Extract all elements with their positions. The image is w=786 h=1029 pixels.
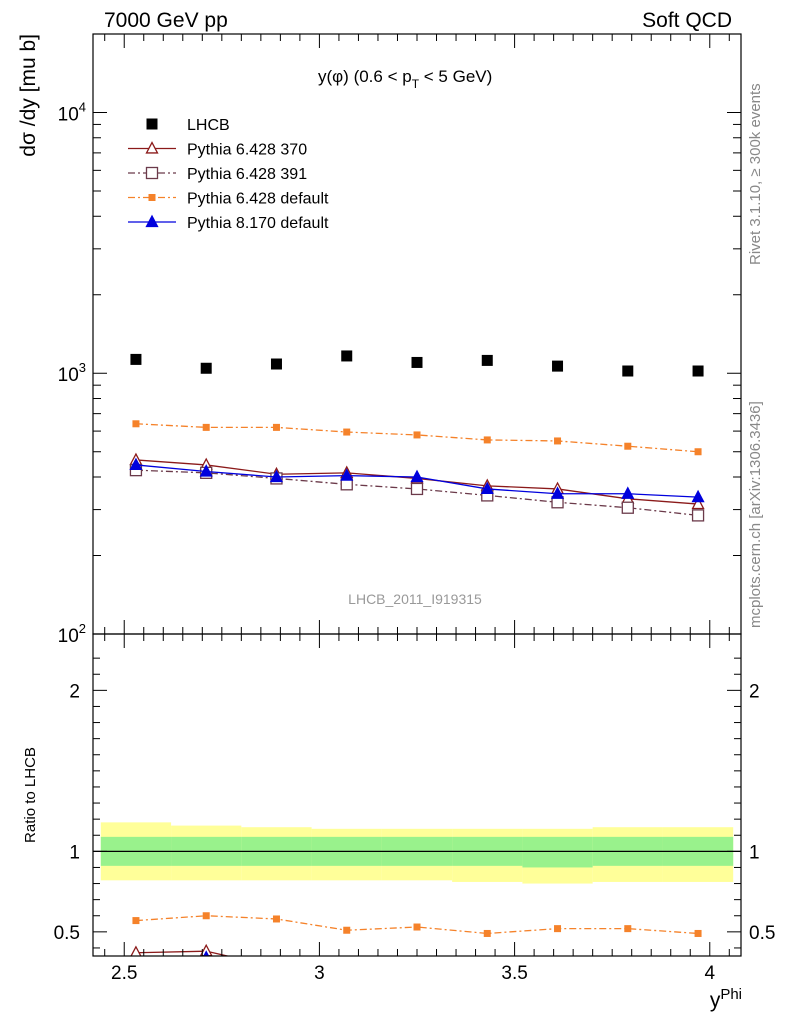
plot-title-end: < 5 GeV) [419,67,492,86]
data-point [621,486,635,499]
data-point [199,464,213,477]
data-point [132,420,140,428]
legend-entry: Pythia 6.428 370 [128,141,307,159]
series-line [135,915,699,935]
data-point [624,442,632,450]
ratio-panel: 0.5 0.5 1 1 2 2 2.5 3 3.5 4 [54,634,775,984]
main-y-tick-label: 103 [58,360,86,386]
x-axis-label-sup: Phi [720,986,742,1003]
data-point [341,350,353,362]
data-point [343,926,351,934]
data-point [554,925,562,933]
legend-entry: Pythia 6.428 default [128,191,329,208]
data-point [202,423,210,431]
data-point [694,929,702,937]
data-point [480,481,494,495]
data-point [554,437,562,445]
data-point [410,482,424,496]
ratio-series-pythia-6-428-370 [130,943,231,956]
data-point [694,448,702,456]
header-left: 7000 GeV pp [104,9,228,32]
legend-marker [145,166,159,180]
data-point [483,436,491,444]
legend-entry: Pythia 6.428 391 [128,166,307,183]
legend-entry: LHCB [146,117,230,134]
data-point [413,923,421,931]
data-point [413,431,421,439]
data-point [483,929,491,937]
series-line [135,950,231,956]
main-y-tick-label: 102 [58,621,86,647]
ratio-frame [92,633,742,957]
legend-label: Pythia 8.170 default [187,215,329,232]
analysis-watermark: LHCB_2011_I919315 [348,591,482,607]
series-lhcb [130,350,704,377]
data-point [269,469,284,483]
plot-title-sub: T [412,77,420,91]
ratio-y-tick-label-right: 2 [749,681,760,702]
ratio-y-tick-label: 1 [69,842,80,863]
legend: LHCB Pythia 6.428 370 Pythia 6.428 391 Pyth… [128,117,329,232]
x-tick-label: 3 [314,963,325,984]
ratio-y-tick-label: 2 [69,681,80,702]
mc-uncertainty-band-inner [522,836,593,868]
data-point [200,362,212,374]
data-point [203,950,210,956]
legend-label: LHCB [187,117,230,134]
ratio-series-pythia-8-170-default [203,950,210,956]
data-point [130,353,142,365]
data-point [272,423,280,431]
data-point [130,945,142,956]
data-point [691,496,705,510]
x-axis-label-base: y [710,989,721,1012]
header-right: Soft QCD [642,9,732,32]
legend-marker [145,141,159,154]
rivet-label: Rivet 3.1.10, ≥ 300k events [747,83,764,265]
plot-title-main: y(φ) (0.6 < p [318,67,412,86]
data-point [691,509,705,522]
data-point [132,917,140,925]
data-point [691,489,705,503]
mcplots-label: mcplots.cern.ch [arXiv:1306.3436] [747,401,764,628]
data-point [129,457,143,471]
legend-marker [146,118,158,130]
data-point [410,469,424,483]
legend-entry: Pythia 8.170 default [128,214,329,232]
data-point [411,356,423,368]
main-panel: 102 103 104 [58,33,741,647]
data-point [622,365,634,377]
data-point [624,925,632,933]
ratio-y-tick-label-right: 1 [749,842,760,863]
data-point [621,501,634,514]
x-tick-label: 2.5 [111,963,137,984]
x-tick-label: 3.5 [501,963,527,984]
plot-title: y(φ) (0.6 < pT < 5 GeV) [318,67,492,91]
data-point [340,468,354,481]
data-point [272,915,280,923]
legend-marker [148,194,156,201]
data-point [202,912,210,920]
legend-label: Pythia 6.428 391 [187,166,307,183]
main-ylabel: dσ /dy [mu b] [17,34,40,157]
ratio-y-tick-label: 0.5 [54,923,80,944]
ratio-series-pythia-6-428-default [132,912,702,937]
data-point [481,354,493,366]
data-point [692,365,704,377]
legend-label: Pythia 6.428 370 [187,142,307,159]
series-pythia-8-170-default [129,457,705,503]
series-pythia-6-428-default [132,420,702,456]
ratio-plot-area [93,822,741,956]
data-point [552,360,564,372]
x-axis-label: yPhi [710,986,742,1012]
data-point [270,358,282,370]
ratio-ylabel: Ratio to LHCB [22,747,39,843]
x-tick-label: 4 [704,963,715,984]
data-point [343,428,351,436]
legend-marker [145,214,159,228]
main-y-tick-label: 104 [58,99,86,125]
data-point [550,486,565,499]
ratio-y-tick-label-right: 0.5 [749,923,775,944]
legend-label: Pythia 6.428 default [187,191,329,208]
